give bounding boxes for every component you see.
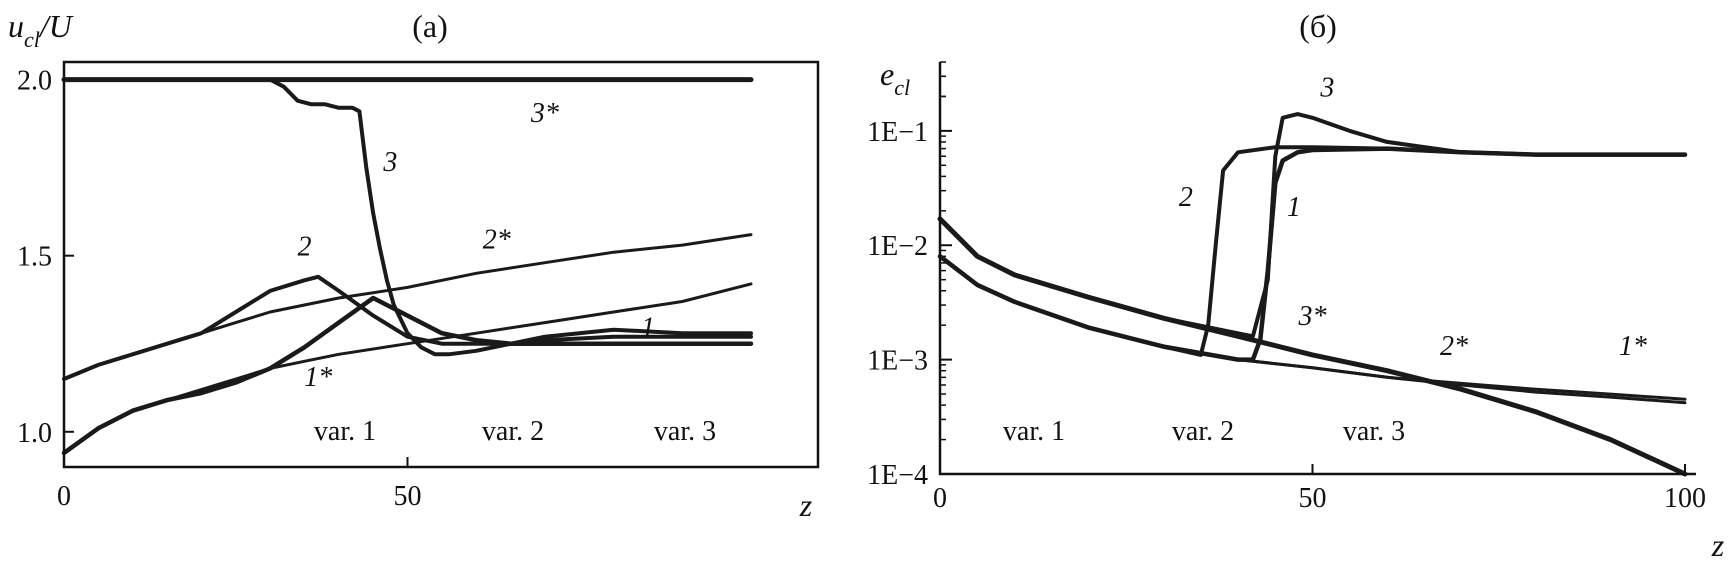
panel-a-ylabel: ucl/U — [8, 8, 74, 52]
panel-a-series-2-star — [62, 233, 753, 381]
panel-b-curve-label: 1 — [1287, 192, 1301, 223]
panel-a-ytick-label: 1.0 — [17, 418, 52, 449]
region-label-var-2-b: var. 2 — [1172, 416, 1234, 447]
panel-a-series — [61, 77, 754, 456]
panel-b-curve-label: 2 — [1179, 182, 1193, 213]
region-label-var-1-b: var. 1 — [1003, 416, 1065, 447]
region-label-var-2: var. 2 — [482, 416, 544, 447]
panel-a-curve-label: 3* — [530, 98, 559, 129]
panel-b-curve-label: 3* — [1298, 301, 1327, 332]
panel-b-xtick-label: 50 — [1299, 483, 1327, 514]
panel-a: (a) ucl/U z var. 1 var. 2 var. 3 0 50 1.0 1… — [8, 8, 820, 523]
panel-a-curve-label: 1* — [304, 362, 332, 393]
panel-a-xtick-label: 0 — [57, 481, 71, 512]
panel-a-ticks: 0 50 1.0 1.5 2.0 — [17, 66, 422, 512]
panel-a-curve-label: 2* — [483, 225, 511, 256]
panel-b-ytick-label: 1E−3 — [867, 346, 928, 377]
panel-a-regions: var. 1 var. 2 var. 3 — [314, 416, 716, 447]
panel-a-curve-label: 2 — [297, 232, 311, 263]
panel-b-series-2-star — [938, 254, 1687, 401]
panel-b-curve-label: 3 — [1319, 72, 1334, 103]
panel-a-ytick-label: 1.5 — [17, 242, 52, 273]
panel-b-axes — [938, 62, 1696, 476]
region-label-var-1: var. 1 — [314, 416, 376, 447]
panel-a-xtick-label: 50 — [394, 481, 422, 512]
panel-a-curve-label: 3 — [382, 147, 397, 178]
panel-b-series — [937, 112, 1688, 477]
panel-b-series-3-star — [937, 216, 1688, 477]
panel-a-series-3 — [62, 77, 753, 357]
panel-b-xlabel: z — [1711, 527, 1725, 563]
panel-a-ytick-label: 2.0 — [17, 66, 52, 97]
region-label-var-3: var. 3 — [654, 416, 716, 447]
panel-b-ytick-label: 1E−1 — [867, 117, 928, 148]
panel-b: (б) ecl z var. 1 var. 2 var. 3 0 50 100 1E−… — [867, 8, 1725, 563]
panel-b-ytick-label: 1E−4 — [867, 460, 928, 491]
panel-b-xtick-label: 0 — [933, 483, 947, 514]
panel-b-curve-label: 2* — [1440, 331, 1468, 362]
panel-b-ticks: 0 50 100 1E−4 1E−3 1E−2 1E−1 — [867, 61, 1706, 514]
panel-a-curve-label: 1 — [641, 313, 655, 344]
panel-b-label: (б) — [1299, 8, 1337, 44]
panel-a-curve-labels: 1 2 3 1* 2* 3* — [297, 98, 655, 393]
panel-b-curve-label: 1* — [1619, 331, 1647, 362]
panel-b-ytick-label: 1E−2 — [867, 231, 928, 262]
panel-b-curve-labels: 1 2 3 1* 2* 3* — [1179, 72, 1647, 361]
panel-b-ylabel: ecl — [880, 56, 910, 100]
panel-b-regions: var. 1 var. 2 var. 3 — [1003, 416, 1405, 447]
panel-a-label: (a) — [412, 8, 448, 44]
region-label-var-3-b: var. 3 — [1343, 416, 1405, 447]
panel-a-xlabel: z — [799, 487, 813, 523]
panel-a-series-1-star — [62, 282, 753, 455]
panel-b-xtick-label: 100 — [1664, 483, 1706, 514]
panel-a-frame — [62, 60, 820, 469]
